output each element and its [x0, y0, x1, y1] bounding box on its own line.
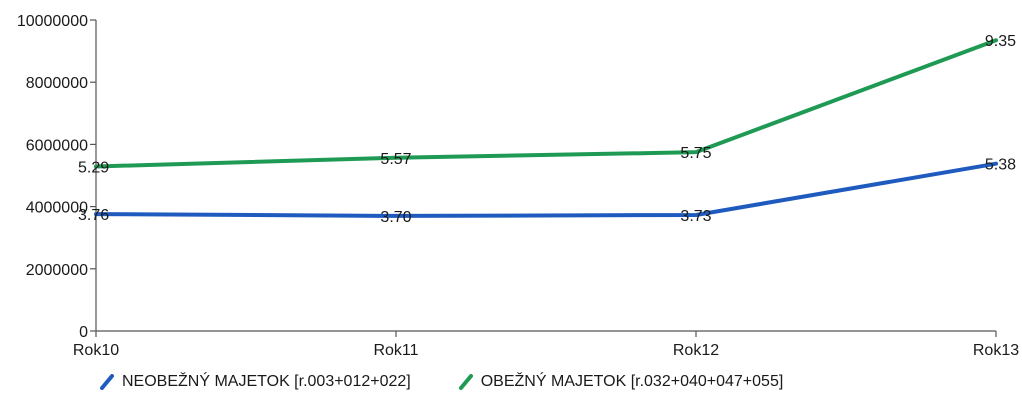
x-tick-label: Rok13: [973, 342, 1019, 359]
legend-label-obezny: OBEŽNÝ MAJETOK [r.032+040+047+055]: [480, 373, 784, 390]
data-label-s1-p3: 9.35: [985, 33, 1016, 50]
legend-swatch-obezny-icon: [458, 374, 473, 390]
y-tick-label: 8000000: [26, 75, 88, 92]
series-line-1: [94, 38, 998, 169]
line-chart: 0 2000000 4000000 6000000 8000000 10000000 Rok…: [17, 13, 1019, 359]
y-tick-label: 0: [79, 324, 88, 341]
data-label-s1-p2: 5.75: [680, 145, 711, 162]
y-tick-label: 2000000: [26, 262, 88, 279]
series-layer: [94, 38, 998, 218]
x-tick-label: Rok12: [673, 342, 719, 359]
y-tick-label: 6000000: [26, 137, 88, 154]
legend: NEOBEŽNÝ MAJETOK [r.003+012+022] OBEŽNÝ …: [100, 371, 1000, 393]
axes: 0 2000000 4000000 6000000 8000000 10000000 Rok…: [17, 13, 1019, 359]
x-tick-label: Rok10: [73, 342, 119, 359]
series-line-0: [94, 161, 998, 218]
y-tick-label: 4000000: [26, 200, 88, 217]
data-label-s0-p3: 5.38: [985, 157, 1016, 174]
data-labels-layer: 3.76 3.70 3.73 5.38 5.29 5.57 5.75 9.35: [78, 33, 1016, 226]
legend-swatch-neobezny-icon: [100, 374, 114, 390]
data-label-s1-p0: 5.29: [78, 159, 109, 176]
legend-item-neobezny[interactable]: NEOBEŽNÝ MAJETOK [r.003+012+022]: [100, 373, 411, 391]
data-label-s0-p2: 3.73: [680, 208, 711, 225]
data-label-s1-p1: 5.57: [380, 151, 411, 168]
data-label-s0-p1: 3.70: [380, 209, 411, 226]
x-tick-label: Rok11: [373, 342, 418, 359]
legend-label-neobezny: NEOBEŽNÝ MAJETOK [r.003+012+022]: [122, 373, 411, 390]
legend-item-obezny[interactable]: OBEŽNÝ MAJETOK [r.032+040+047+055]: [458, 373, 784, 391]
data-label-s0-p0: 3.76: [78, 207, 109, 224]
y-tick-label: 10000000: [17, 13, 88, 30]
